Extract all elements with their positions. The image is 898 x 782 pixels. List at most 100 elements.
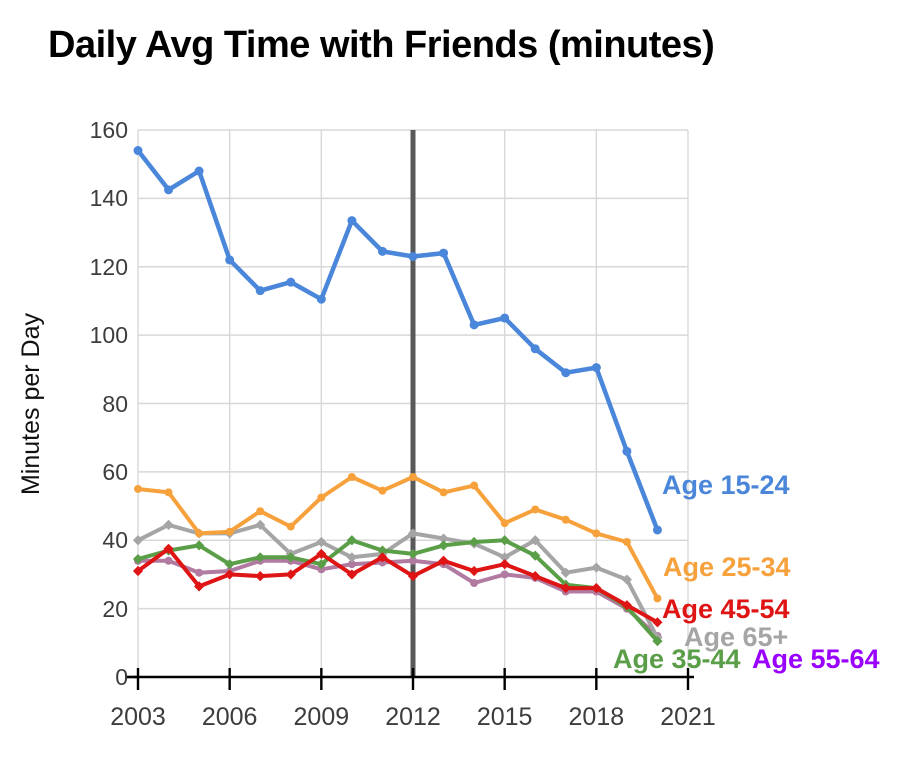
data-point-age-35-44 — [530, 550, 541, 561]
data-point-age-25-34 — [470, 481, 479, 490]
data-point-age-35-44 — [316, 559, 327, 570]
data-point-age-35-44 — [132, 553, 144, 565]
data-point-age-55-64 — [347, 560, 356, 569]
data-point-age-25-34 — [225, 527, 234, 536]
data-point-age-25-34 — [653, 594, 662, 603]
data-point-age-25-34 — [134, 484, 142, 493]
y-tick-label-40: 40 — [102, 527, 128, 554]
data-point-age-15-24 — [133, 146, 143, 156]
y-tick-label-100: 100 — [89, 322, 128, 349]
series-label-age-45-54: Age 45-54 — [662, 594, 790, 624]
data-point-age-55-64 — [195, 568, 204, 577]
data-point-age-45-54 — [499, 559, 510, 570]
x-tick-label-2018: 2018 — [568, 703, 625, 731]
data-point-age-65 — [530, 535, 541, 546]
x-tick-label-2009: 2009 — [293, 703, 350, 731]
data-point-age-25-34 — [164, 488, 173, 497]
plot-area: 160 140 120 100 80 60 40 20 0 2003 2006 2009 2012 201… — [90, 118, 880, 730]
data-point-age-35-44 — [224, 559, 235, 570]
data-point-age-35-44 — [285, 552, 296, 563]
data-point-age-25-34 — [592, 529, 601, 538]
data-point-age-15-24 — [622, 446, 632, 456]
data-point-age-35-44 — [438, 540, 449, 551]
data-point-age-15-24 — [469, 320, 479, 330]
data-point-age-35-44 — [377, 545, 388, 556]
data-point-age-25-34 — [195, 529, 204, 538]
data-point-age-25-34 — [409, 473, 417, 482]
y-tick-label-80: 80 — [102, 390, 128, 417]
data-point-age-55-64 — [164, 556, 173, 565]
data-point-age-25-34 — [378, 486, 387, 495]
y-tick-label-140: 140 — [89, 185, 128, 212]
data-point-age-15-24 — [408, 251, 418, 261]
data-point-age-25-34 — [256, 507, 265, 516]
data-point-age-15-24 — [561, 368, 571, 378]
data-point-age-65 — [346, 552, 357, 563]
y-tick-label-0: 0 — [115, 664, 128, 690]
data-point-age-55-64 — [317, 565, 326, 574]
data-point-age-15-24 — [377, 246, 387, 256]
data-point-age-25-34 — [500, 519, 509, 528]
series-label-age-15-24: Age 15-24 — [662, 470, 790, 500]
data-point-age-15-24 — [255, 286, 265, 296]
series-label-age-65: Age 65+ — [684, 622, 789, 652]
y-tick-label-60: 60 — [102, 458, 128, 485]
data-point-age-25-34 — [317, 493, 326, 502]
data-point-age-65 — [407, 528, 419, 539]
y-tick-label-120: 120 — [89, 253, 128, 280]
data-point-age-65 — [591, 562, 602, 573]
data-point-age-25-34 — [622, 537, 631, 546]
series-label-age-35-44: Age 35-44 — [613, 644, 741, 674]
data-point-age-45-54 — [346, 569, 357, 580]
data-point-age-65 — [163, 519, 174, 530]
series-line-age-25-34 — [136, 475, 660, 601]
series-line-age-55-64 — [136, 558, 660, 638]
y-tick-label-20: 20 — [102, 595, 128, 622]
data-point-age-25-34 — [286, 522, 295, 531]
data-point-age-45-54 — [316, 548, 327, 560]
series-line-age-45-54 — [136, 546, 660, 625]
data-point-age-15-24 — [530, 344, 540, 354]
data-point-age-45-54 — [407, 571, 419, 582]
data-point-age-25-34 — [531, 505, 540, 514]
data-point-age-55-64 — [500, 570, 509, 579]
x-tick-label-2021: 2021 — [660, 703, 716, 731]
data-point-age-15-24 — [500, 313, 510, 323]
data-point-age-15-24 — [591, 363, 601, 373]
y-tick-label-160: 160 — [89, 117, 128, 143]
data-point-age-35-44 — [469, 536, 480, 548]
data-point-age-25-34 — [347, 473, 356, 482]
data-point-age-15-24 — [652, 525, 662, 535]
data-point-age-25-34 — [439, 488, 448, 497]
chart-title: Daily Avg Time with Friends (minutes) — [48, 24, 715, 66]
data-point-age-15-24 — [439, 248, 449, 258]
series-label-age-55-64: Age 55-64 — [752, 644, 880, 674]
data-point-age-15-24 — [316, 294, 326, 304]
data-point-age-65 — [316, 536, 327, 548]
y-axis-title: Minutes per Day — [17, 312, 45, 496]
x-tick-label-2012: 2012 — [385, 703, 441, 731]
series-line-age-35-44 — [136, 538, 660, 644]
x-tick-label-2015: 2015 — [476, 703, 533, 731]
data-point-age-55-64 — [470, 578, 479, 587]
x-tick-label-2006: 2006 — [201, 703, 258, 731]
line-chart — [125, 129, 694, 690]
data-point-age-15-24 — [225, 255, 235, 265]
data-point-age-65 — [255, 519, 266, 530]
data-point-age-25-34 — [561, 515, 570, 524]
data-point-age-65 — [438, 533, 449, 544]
data-point-age-45-54 — [469, 565, 480, 577]
x-tick-label-2003: 2003 — [110, 703, 166, 731]
data-point-age-15-24 — [286, 277, 296, 287]
data-point-age-15-24 — [194, 166, 204, 176]
data-point-age-45-54 — [255, 571, 266, 582]
data-point-age-15-24 — [164, 185, 174, 195]
data-point-age-15-24 — [347, 216, 357, 226]
data-point-age-55-64 — [409, 556, 417, 565]
data-point-age-65 — [560, 567, 571, 578]
data-point-age-35-44 — [346, 535, 357, 546]
data-point-age-45-54 — [530, 571, 541, 582]
data-point-age-45-54 — [285, 569, 296, 580]
data-point-age-35-44 — [407, 548, 419, 560]
